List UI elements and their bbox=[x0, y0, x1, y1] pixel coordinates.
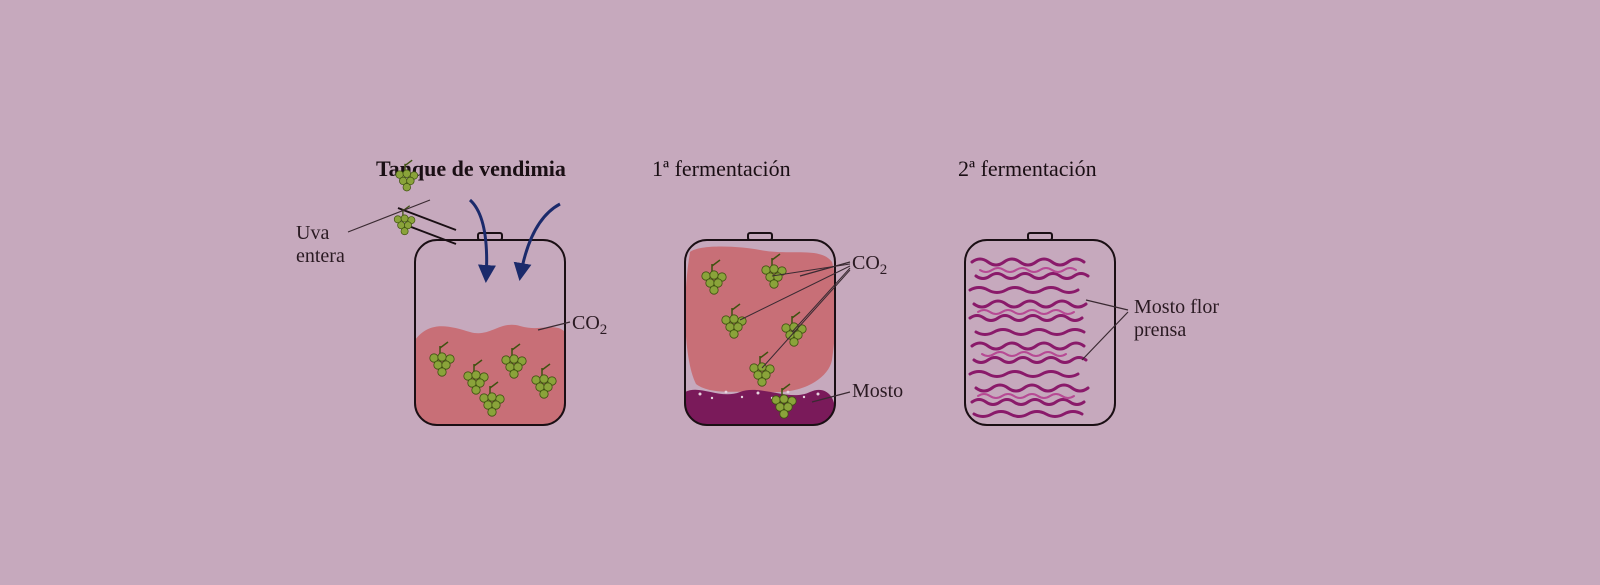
tank-1 bbox=[348, 160, 570, 425]
mosto-sediment bbox=[685, 390, 835, 425]
tank-3 bbox=[965, 233, 1128, 425]
diagram-svg bbox=[0, 0, 1600, 585]
tank-2 bbox=[685, 233, 850, 425]
prensa-texture bbox=[970, 259, 1088, 417]
diagram-stage: Tanque de vendimia 1ª fermentación 2ª fe… bbox=[0, 0, 1600, 585]
callout-mosto-flor bbox=[1082, 300, 1128, 360]
grape-icon bbox=[396, 160, 418, 191]
